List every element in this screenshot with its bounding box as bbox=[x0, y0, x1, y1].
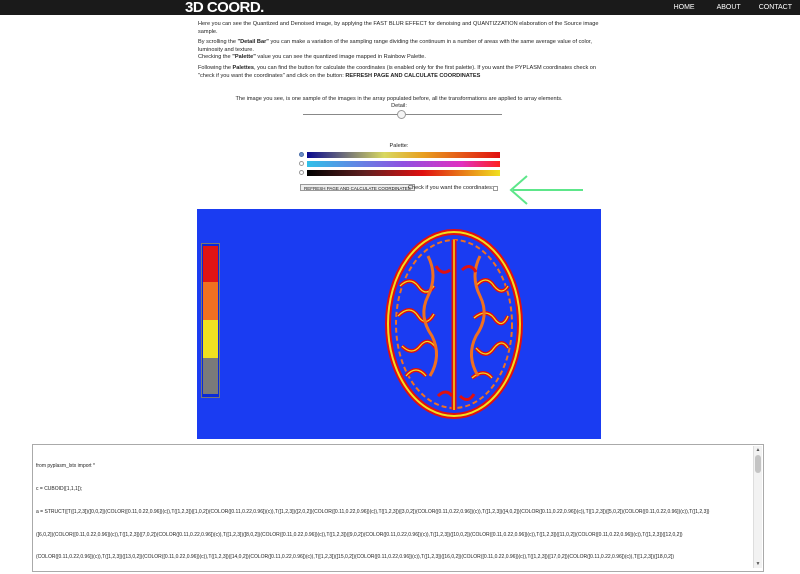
scroll-up-icon[interactable]: ▲ bbox=[755, 447, 761, 453]
detail-label: Detail: bbox=[391, 103, 407, 109]
quantized-image-viewer bbox=[197, 209, 601, 439]
pyplasm-code-output[interactable]: from pyplasm_lxtx import * c = CUBOID([1… bbox=[32, 444, 764, 572]
intro-paragraph-1: Here you can see the Quantized and Denoi… bbox=[198, 21, 599, 35]
code-line: ([6,0,2])(COLOR([0.11,0.22,0.96])(c)),T(… bbox=[36, 531, 683, 538]
palette-gradient-2 bbox=[307, 160, 500, 167]
coordinates-checkbox[interactable] bbox=[493, 186, 498, 191]
palette-option-3[interactable] bbox=[299, 169, 500, 176]
top-nav-bar: 3D COORD. HOME ABOUT CONTACT bbox=[0, 0, 800, 15]
nav-home-link[interactable]: HOME bbox=[673, 4, 695, 11]
palette-radio-2[interactable] bbox=[299, 161, 304, 166]
legend-yellow bbox=[203, 320, 218, 358]
legend-grey bbox=[203, 358, 218, 394]
coordinates-checkbox-label: Check if you want the coordinates: bbox=[408, 185, 494, 191]
palette-label: Palette: bbox=[389, 143, 409, 149]
palette-gradient-3 bbox=[307, 169, 500, 176]
code-line: a = STRUCT([T([1,2,3])([0,0,2])(COLOR([0… bbox=[36, 508, 710, 515]
code-text: from pyplasm_lxtx import * c = CUBOID([1… bbox=[36, 448, 751, 571]
scroll-thumb[interactable] bbox=[755, 455, 761, 473]
refresh-calculate-button[interactable]: REFRESH PAGE AND CALCULATE COORDINATES bbox=[300, 184, 415, 191]
intro-paragraph-3: Checking the "Palette" value you can see… bbox=[198, 54, 426, 61]
palette-option-2[interactable] bbox=[299, 160, 500, 167]
code-line: (COLOR([0.11,0.22,0.96])(c)),T([1,2,3])(… bbox=[36, 554, 674, 561]
palette-gradient-1 bbox=[307, 151, 500, 158]
palette-radio-1[interactable] bbox=[299, 152, 304, 157]
code-line: c = CUBOID([1,1,1]); bbox=[36, 485, 83, 492]
nav-contact-link[interactable]: CONTACT bbox=[758, 4, 792, 11]
legend-orange bbox=[203, 282, 218, 320]
sample-note: The image you see, is one sample of the … bbox=[235, 96, 563, 102]
palette-option-1[interactable] bbox=[299, 151, 500, 158]
intro-paragraph-4: Following the Palettes, you can find the… bbox=[198, 64, 597, 79]
color-legend-bar bbox=[201, 243, 220, 398]
detail-slider-thumb[interactable] bbox=[397, 110, 406, 119]
main-nav: HOME ABOUT CONTACT bbox=[666, 0, 800, 15]
scroll-down-icon[interactable]: ▼ bbox=[755, 561, 761, 567]
site-logo[interactable]: 3D COORD. bbox=[185, 0, 264, 16]
legend-red bbox=[203, 246, 218, 282]
brain-scan-image bbox=[385, 229, 523, 419]
palette-radio-3[interactable] bbox=[299, 170, 304, 175]
intro-paragraph-2: By scrolling the "Detail Bar" you can ma… bbox=[198, 39, 592, 53]
code-scrollbar[interactable]: ▲ ▼ bbox=[753, 446, 762, 568]
left-arrow-icon bbox=[509, 175, 583, 205]
nav-about-link[interactable]: ABOUT bbox=[716, 4, 741, 11]
code-line: from pyplasm_lxtx import * bbox=[36, 463, 95, 470]
intro-text: Here you can see the Quantized and Denoi… bbox=[198, 21, 600, 83]
